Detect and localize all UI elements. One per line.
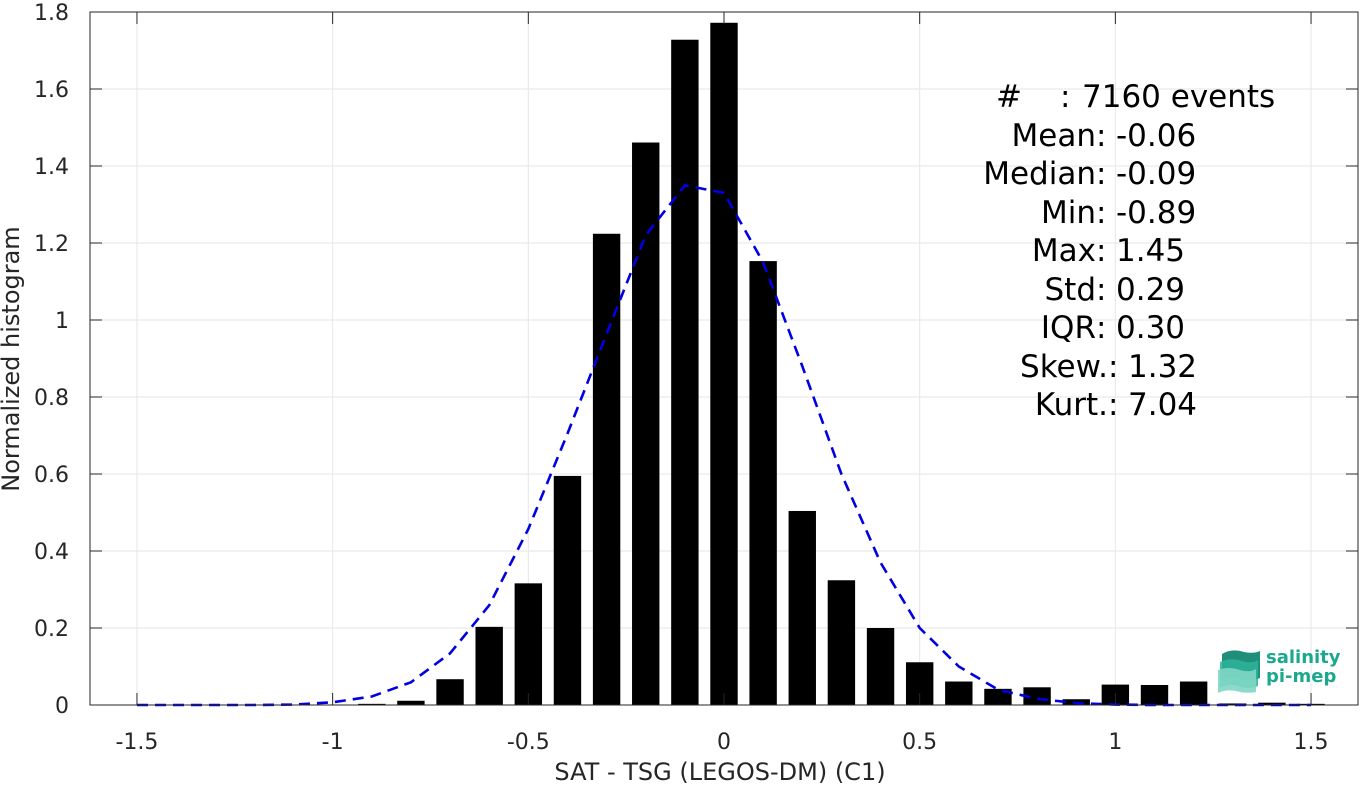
histogram-bar xyxy=(827,580,856,705)
stat-value: 1.45 xyxy=(1116,233,1186,269)
histogram-bar xyxy=(984,688,1012,705)
stat-value: -0.09 xyxy=(1116,156,1197,192)
logo-line-2: pi-mep xyxy=(1266,666,1337,687)
histogram-bar xyxy=(358,703,386,705)
stat-value: -0.89 xyxy=(1116,194,1197,231)
stat-row-count: #:7160 events xyxy=(930,78,1290,117)
x-tick-label: -1.5 xyxy=(115,730,158,755)
x-tick-label: 0 xyxy=(717,730,731,755)
stat-key: Std xyxy=(1044,271,1096,308)
y-tick-label: 1.8 xyxy=(34,1,69,26)
stat-key: Skew. xyxy=(1020,348,1108,385)
stat-value: 7.04 xyxy=(1128,387,1198,423)
histogram-bar xyxy=(592,233,621,705)
y-tick-label: 1.2 xyxy=(34,232,69,257)
histogram-bar xyxy=(1219,703,1247,705)
stat-row-mean: Mean: -0.06 xyxy=(930,117,1290,156)
histogram-bar xyxy=(632,142,660,705)
stat-separator: : xyxy=(1096,194,1107,231)
y-tick-label: 1 xyxy=(55,309,69,334)
stat-separator: : xyxy=(1108,348,1119,385)
y-tick-label: 0 xyxy=(55,694,69,719)
x-tick-label: 1 xyxy=(1108,730,1122,755)
x-tick-label: 1.5 xyxy=(1294,730,1329,755)
stat-key: # xyxy=(996,79,1022,115)
stat-separator: : xyxy=(1096,233,1107,269)
y-tick-label: 0.6 xyxy=(34,463,69,488)
stat-value: 1.32 xyxy=(1128,348,1198,385)
histogram-bar xyxy=(553,475,582,705)
stat-key: Max xyxy=(1031,233,1096,269)
logo-wave-icon xyxy=(1218,650,1260,693)
stat-key: Median xyxy=(983,156,1096,192)
stat-row-iqr: IQR:0.30 xyxy=(930,309,1290,348)
x-tick-label: -0.5 xyxy=(507,730,550,755)
stat-key: Mean xyxy=(1011,117,1096,154)
stat-row-std: Std:0.29 xyxy=(930,271,1290,310)
stat-row-max: Max:1.45 xyxy=(930,232,1290,271)
histogram-bar xyxy=(710,22,738,705)
histogram-bar xyxy=(436,679,464,705)
histogram-bar xyxy=(788,510,816,705)
logo-text: salinity pi-mep xyxy=(1266,648,1341,686)
stat-separator: : xyxy=(1096,271,1107,308)
y-tick-label: 0.4 xyxy=(34,540,69,565)
stat-value: 0.30 xyxy=(1116,310,1186,346)
y-axis-label: Normalized histogram xyxy=(0,226,25,491)
stat-key: Min xyxy=(1040,194,1096,231)
stat-key: IQR xyxy=(1040,310,1096,346)
stat-value: 7160 events xyxy=(1082,79,1276,115)
stat-row-kurt: Kurt.:7.04 xyxy=(930,386,1290,425)
stat-separator: : xyxy=(1096,117,1107,154)
stat-separator: : xyxy=(1096,310,1107,346)
stat-separator: : xyxy=(1096,156,1107,192)
stat-row-skew: Skew.:1.32 xyxy=(930,348,1290,387)
y-tick-label: 1.4 xyxy=(34,155,69,180)
histogram-bar xyxy=(397,700,425,705)
y-tick-label: 1.6 xyxy=(34,78,69,103)
stat-separator: : xyxy=(1108,387,1119,423)
histogram-bar xyxy=(1179,681,1208,705)
x-tick-label: 0.5 xyxy=(902,730,937,755)
x-axis-label: SAT - TSG (LEGOS-DM) (C1) xyxy=(554,758,885,785)
y-tick-label: 0.8 xyxy=(34,386,69,411)
stat-separator: : xyxy=(1060,79,1071,115)
histogram-bar xyxy=(945,681,973,705)
stat-value: -0.06 xyxy=(1116,117,1197,154)
stat-key: Kurt. xyxy=(1034,387,1108,423)
x-axis-ticks: -1.5 -1 -0.5 0 0.5 1 1.5 xyxy=(115,12,1329,755)
histogram-bar xyxy=(749,261,777,705)
stat-row-min: Min: -0.89 xyxy=(930,194,1290,233)
histogram-bar xyxy=(671,39,699,706)
y-axis-ticks: 0 0.2 0.4 0.6 0.8 1 1.2 1.4 1.6 1.8 xyxy=(34,1,1358,719)
stat-row-median: Median: -0.09 xyxy=(930,155,1290,194)
salinity-pi-mep-logo: salinity pi-mep xyxy=(1218,648,1348,694)
y-tick-label: 0.2 xyxy=(34,617,69,642)
histogram-bar xyxy=(514,583,543,705)
histogram-bar xyxy=(1140,684,1169,705)
stat-value: 0.29 xyxy=(1116,271,1186,308)
histogram-bar xyxy=(475,626,503,705)
histogram-bars xyxy=(358,22,1325,706)
x-tick-label: -1 xyxy=(322,730,344,755)
logo-line-1: salinity xyxy=(1266,647,1341,668)
histogram-bar xyxy=(866,628,895,705)
statistics-panel: #:7160 events Mean: -0.06 Median: -0.09 Mi… xyxy=(930,78,1290,425)
